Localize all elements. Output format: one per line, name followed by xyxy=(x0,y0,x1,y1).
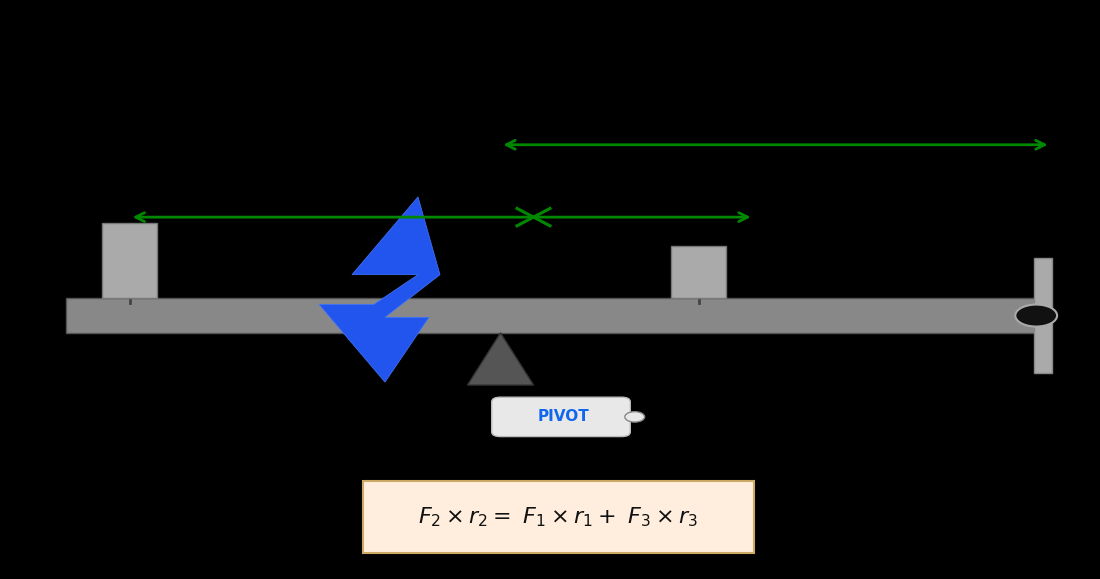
Polygon shape xyxy=(319,197,440,382)
FancyBboxPatch shape xyxy=(492,397,630,437)
Bar xyxy=(671,246,726,298)
Text: $F_2 \times r_2 = \ F_1 \times r_1 + \ F_3 \times r_3$: $F_2 \times r_2 = \ F_1 \times r_1 + \ F… xyxy=(418,505,698,529)
Text: PIVOT: PIVOT xyxy=(537,409,590,424)
Polygon shape xyxy=(468,333,534,385)
Circle shape xyxy=(1015,305,1057,327)
Bar xyxy=(102,223,157,298)
Bar xyxy=(1034,258,1052,373)
FancyBboxPatch shape xyxy=(363,481,754,553)
Bar xyxy=(66,298,1050,333)
Circle shape xyxy=(625,412,645,422)
